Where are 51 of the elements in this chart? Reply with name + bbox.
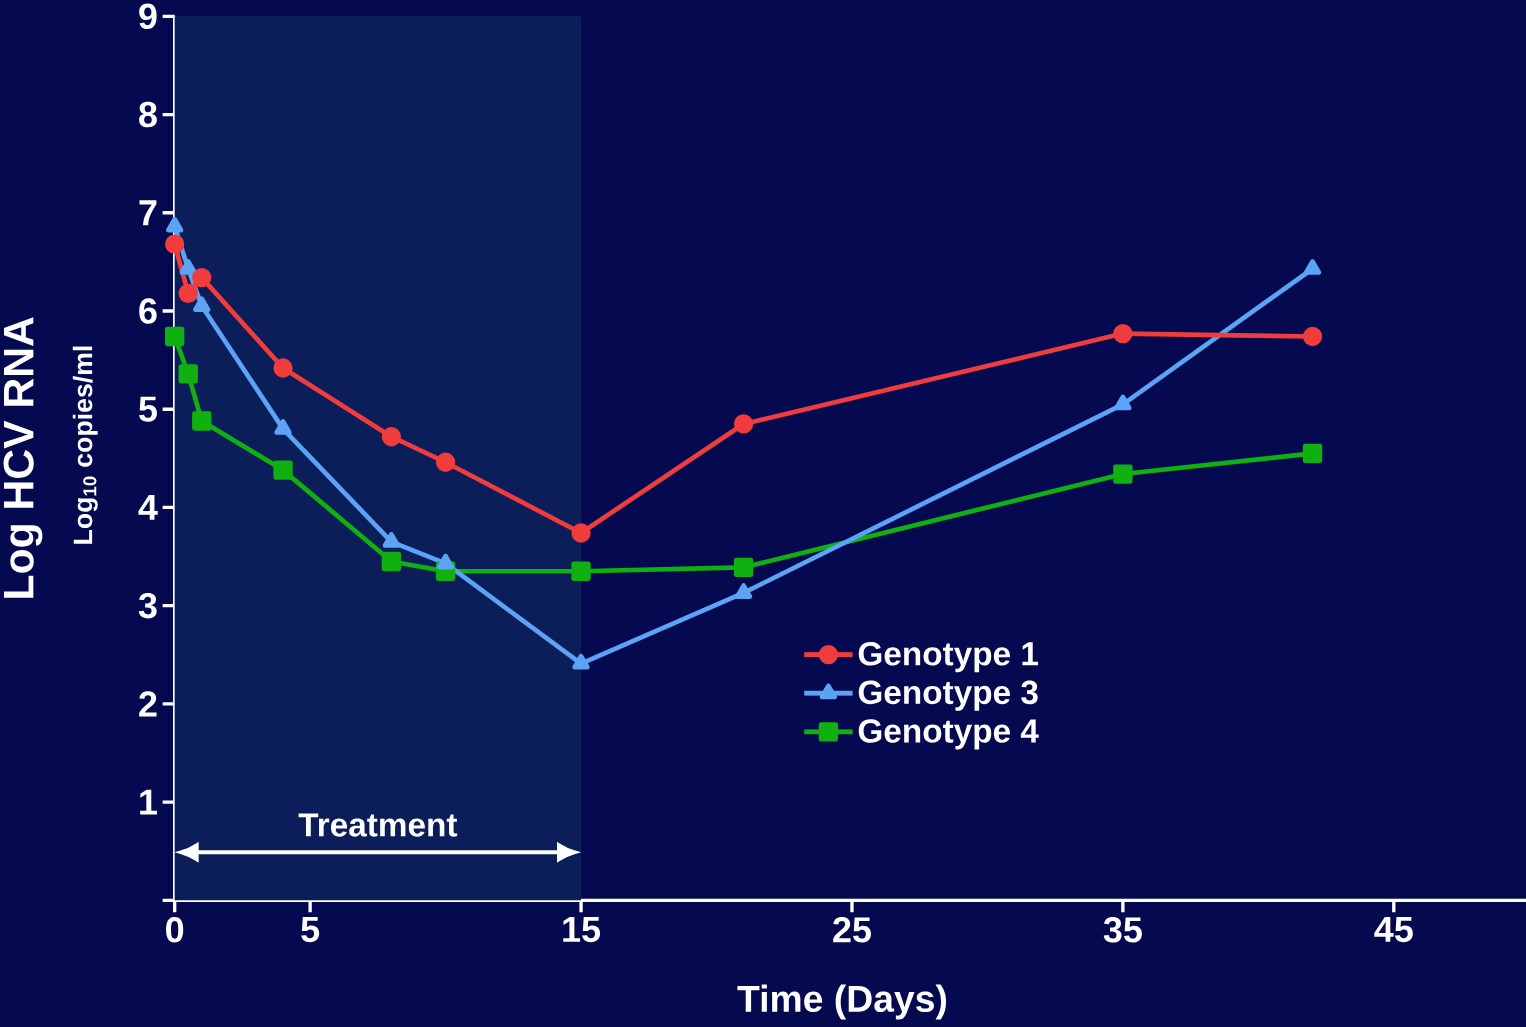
y-tick-label: 9 (139, 3, 157, 30)
point (193, 296, 211, 313)
legend-label: Genotype 1 (858, 641, 1038, 673)
y-axis-title: Log HCV RNA (3, 317, 43, 598)
legend-label: Genotype 3 (858, 680, 1038, 711)
legend-label: Genotype 4 (858, 719, 1039, 750)
point (178, 283, 198, 303)
point (178, 364, 198, 384)
point (571, 561, 591, 581)
point (572, 653, 590, 670)
x-tick-label: 35 (1103, 917, 1142, 943)
point (1302, 326, 1323, 347)
point (571, 523, 591, 543)
x-tick-label: 5 (301, 917, 320, 943)
y-tick-label: 1 (140, 789, 157, 815)
x-tick-label: 15 (563, 917, 601, 943)
point (733, 414, 754, 434)
point (435, 452, 456, 472)
point (192, 411, 212, 431)
point (164, 234, 185, 254)
point (273, 358, 293, 378)
point (1303, 259, 1322, 275)
point (733, 557, 754, 578)
point (382, 532, 401, 548)
point (164, 326, 185, 347)
y-tick-label: 5 (139, 396, 157, 422)
y-tick-label: 6 (139, 298, 157, 324)
x-tick-label: 45 (1374, 917, 1413, 943)
point (273, 460, 293, 480)
point (179, 259, 197, 275)
y-tick-label: 4 (138, 495, 158, 520)
y-tick-label: 8 (139, 101, 157, 128)
point (192, 267, 212, 288)
text: Log$_{10}$ copies/ml (72, 346, 98, 544)
y-tick-label: 2 (139, 691, 157, 717)
x-tick-label: 25 (833, 917, 871, 943)
x-tick-label: 0 (166, 917, 184, 943)
point (165, 216, 184, 233)
point (1114, 394, 1132, 411)
point (1302, 443, 1323, 464)
band-label: Treatment (298, 813, 458, 837)
point (381, 427, 402, 447)
point (1113, 323, 1133, 344)
point (274, 419, 292, 435)
x-axis-title: Time (Days) (737, 984, 947, 1020)
y-tick-label: 7 (139, 200, 157, 226)
point (436, 553, 455, 570)
point (381, 551, 402, 572)
point (1113, 464, 1133, 484)
point (734, 583, 753, 599)
y-tick-label: 3 (138, 592, 157, 619)
